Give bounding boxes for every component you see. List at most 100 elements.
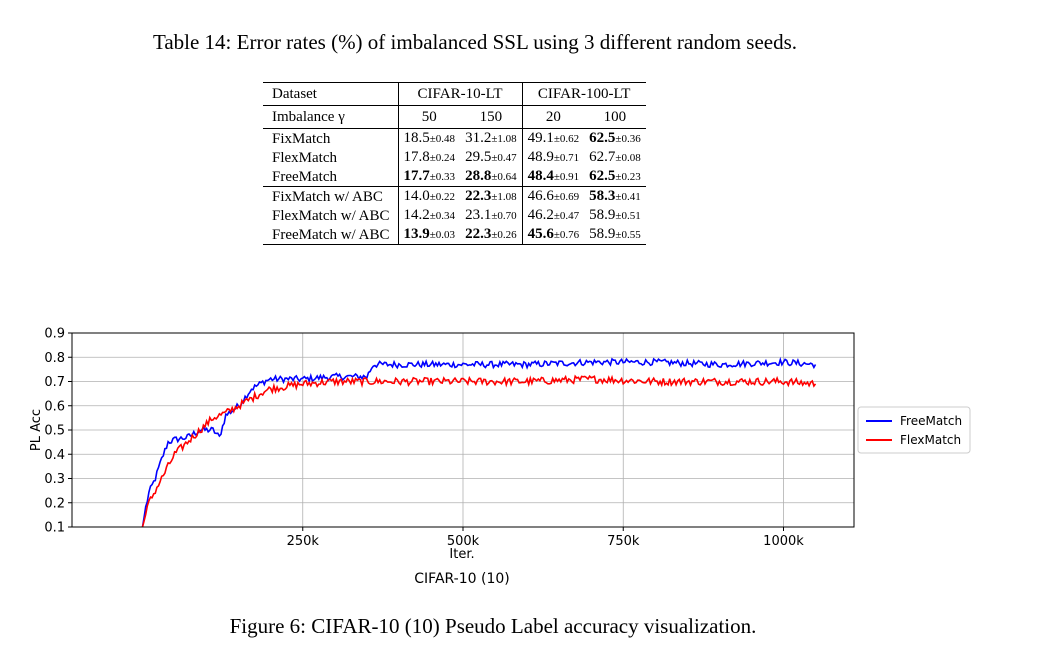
error-value: 46.6 (527, 188, 554, 204)
figure-caption: Figure 6: CIFAR-10 (10) Pseudo Label acc… (229, 614, 757, 638)
error-value: 48.9 (527, 149, 554, 165)
error-value: 45.6 (527, 226, 554, 242)
error-std: ±0.47 (553, 210, 580, 222)
error-rate-cell: 62.5±0.36 (584, 128, 646, 148)
cifar100-lt-header: CIFAR-100-LT (521, 82, 646, 106)
cifar10-lt-header: CIFAR-10-LT (397, 82, 523, 106)
legend-label-freematch: FreeMatch (900, 414, 962, 428)
imbalance-header: Imbalance γ (263, 105, 399, 129)
method-name: FlexMatch w/ ABC (272, 207, 390, 224)
error-value: 29.5 (465, 149, 492, 165)
error-value: 62.5 (589, 168, 616, 184)
error-rate-cell: 18.5±0.48 (397, 128, 461, 148)
error-rate-cell: 46.2±0.47 (521, 206, 585, 225)
error-std: ±0.76 (553, 229, 580, 241)
x-tick-label: 750k (607, 534, 640, 549)
error-std: ±0.71 (553, 152, 580, 164)
y-tick-label: 0.6 (44, 399, 65, 414)
error-rate-cell: 46.6±0.69 (521, 186, 585, 206)
error-std: ±0.34 (429, 210, 456, 222)
error-rate-cell: 58.3±0.41 (584, 186, 646, 206)
x-tick-label: 250k (287, 534, 320, 549)
error-std: ±0.64 (491, 171, 517, 183)
error-rate-cell: 49.1±0.62 (521, 128, 585, 148)
error-std: ±0.69 (553, 191, 580, 203)
error-value: 22.3 (465, 188, 492, 204)
y-axis-label: PL Acc (29, 409, 44, 451)
error-std: ±0.23 (615, 171, 641, 183)
error-std: ±0.36 (615, 133, 641, 145)
x-tick-label: 500k (447, 534, 480, 549)
error-value: 13.9 (403, 226, 430, 242)
error-value: 58.3 (589, 188, 616, 204)
error-rate-cell: 62.7±0.08 (584, 148, 646, 167)
error-rate-cell: 58.9±0.51 (584, 206, 646, 225)
series-lines (141, 356, 817, 528)
series-line-freematch (141, 356, 817, 528)
table-row: FlexMatch 17.8±0.24 29.5±0.47 48.9±0.71 62.7… (263, 148, 646, 167)
x-axis-label: Iter. (449, 547, 474, 562)
error-rate-cell: 58.9±0.55 (584, 225, 646, 245)
grid-lines (72, 332, 854, 528)
error-value: 58.9 (589, 226, 616, 242)
error-rate-cell: 29.5±0.47 (460, 148, 522, 167)
error-std: ±0.47 (491, 152, 517, 164)
error-rate-cell: 62.5±0.23 (584, 167, 646, 187)
y-tick-label: 0.4 (44, 448, 65, 463)
error-rate-cell: 17.7±0.33 (397, 167, 461, 187)
error-value: 17.7 (403, 168, 430, 184)
y-tick-label: 0.2 (44, 496, 65, 511)
error-value: 48.4 (527, 168, 554, 184)
error-std: ±0.41 (615, 191, 641, 203)
error-std: ±0.55 (615, 229, 641, 241)
error-rate-cell: 48.4±0.91 (521, 167, 585, 187)
error-rate-cell: 31.2±1.08 (460, 128, 523, 148)
error-std: ±0.33 (429, 171, 456, 183)
error-value: 31.2 (465, 130, 492, 146)
error-std: ±0.51 (615, 210, 641, 222)
error-std: ±0.70 (491, 210, 517, 222)
method-name: FixMatch w/ ABC (263, 186, 399, 206)
dataset-header: Dataset (263, 82, 399, 106)
table-row: FixMatch w/ ABC 14.0±0.22 22.3±1.08 46.6±0.… (263, 186, 646, 206)
error-rate-cell: 48.9±0.71 (521, 148, 585, 167)
error-value: 28.8 (465, 168, 492, 184)
legend-label-flexmatch: FlexMatch (900, 433, 961, 447)
table-row: FixMatch 18.5±0.48 31.2±1.08 49.1±0.62 62.5±… (263, 128, 646, 148)
error-value: 49.1 (527, 130, 554, 146)
gamma-header: 100 (584, 105, 646, 129)
y-tick-label: 0.9 (44, 327, 65, 342)
pl-accuracy-chart: 0.1 0.2 0.3 0.4 0.5 0.6 0.7 0.8 0.9 250k 500k 750k… (29, 327, 971, 587)
error-value: 14.2 (403, 207, 430, 223)
chart-title: CIFAR-10 (10) (414, 571, 509, 587)
legend-box (857, 406, 971, 454)
series-line-flexmatch (141, 374, 817, 528)
error-std: ±0.26 (491, 229, 517, 241)
error-rate-cell: 22.3±0.26 (460, 225, 523, 245)
error-rate-cell: 14.0±0.22 (397, 186, 461, 206)
gamma-header: 150 (460, 105, 523, 129)
y-tick-label: 0.8 (44, 351, 65, 366)
error-value: 14.0 (403, 188, 430, 204)
method-name: FreeMatch w/ ABC (263, 225, 399, 245)
table-header-row-2: Imbalance γ 50 150 20 100 (263, 105, 646, 129)
table-row: FlexMatch w/ ABC 14.2±0.34 23.1±0.70 46.2±0… (263, 206, 646, 225)
gamma-header: 50 (397, 105, 461, 129)
error-value: 23.1 (465, 207, 492, 223)
x-axis-ticks: 250k 500k 750k 1000k (287, 527, 804, 549)
error-rate-cell: 45.6±0.76 (521, 225, 585, 245)
error-rate-cell: 14.2±0.34 (397, 206, 461, 225)
y-tick-label: 0.1 (44, 521, 65, 536)
error-value: 46.2 (527, 207, 554, 223)
error-rate-cell: 13.9±0.03 (397, 225, 461, 245)
table-header-row-1: Dataset CIFAR-10-LT CIFAR-100-LT (263, 82, 646, 106)
error-rate-cell: 22.3±1.08 (460, 186, 523, 206)
y-tick-label: 0.7 (44, 375, 65, 390)
error-value: 62.7 (589, 149, 616, 165)
method-name: FlexMatch (272, 149, 337, 166)
method-name: FreeMatch (272, 168, 337, 185)
chart-legend: FreeMatch FlexMatch (857, 406, 971, 454)
y-tick-label: 0.3 (44, 472, 65, 487)
error-std: ±0.91 (553, 171, 580, 183)
error-value: 62.5 (589, 130, 616, 146)
